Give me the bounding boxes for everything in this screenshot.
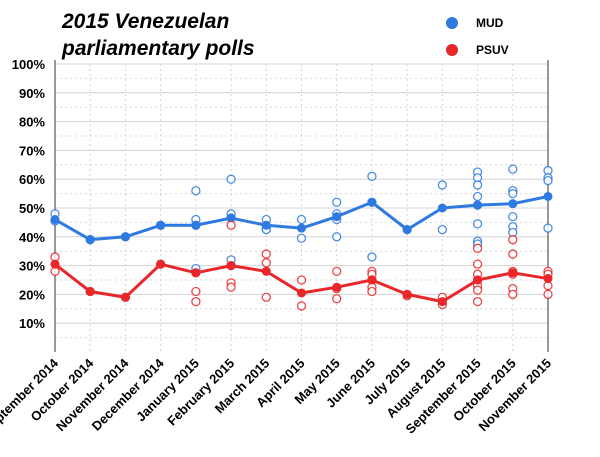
mud-poll-point [437, 180, 448, 190]
y-tick-label: 90% [19, 86, 45, 101]
mud-poll-point [332, 232, 342, 242]
y-tick-label: 20% [19, 287, 45, 302]
mud-poll-point [296, 233, 307, 243]
mud-poll-point [367, 171, 377, 181]
mud-poll-point [508, 164, 518, 174]
psuv-trend-point [120, 292, 130, 302]
psuv-trend-point [297, 288, 306, 298]
y-tick-label: 80% [19, 115, 45, 130]
psuv-trend-point [473, 275, 483, 285]
mud-poll-point [472, 191, 483, 202]
mud-trend-point [437, 203, 447, 213]
mud-poll-point [226, 174, 236, 184]
mud-trend-point [297, 223, 306, 233]
psuv-poll-point [226, 282, 236, 292]
mud-legend-label: MUD [476, 16, 504, 30]
psuv-trend-point [85, 287, 95, 297]
psuv-trend-point [508, 268, 518, 278]
mud-legend-marker [446, 17, 458, 29]
mud-trend-point [367, 197, 377, 207]
mud-trend-point [120, 232, 130, 242]
psuv-poll-point [543, 289, 553, 300]
psuv-trend-point [156, 259, 166, 269]
psuv-poll-point [508, 249, 518, 259]
psuv-trend-point [437, 297, 447, 307]
psuv-trend-point [261, 266, 271, 276]
y-tick-label: 100% [12, 57, 46, 72]
mud-trend-point [402, 225, 412, 235]
mud-trend-point [332, 212, 342, 222]
chart-title: 2015 Venezuelan parliamentary polls [62, 10, 255, 60]
psuv-poll-point [191, 296, 201, 307]
mud-poll-point [472, 180, 483, 190]
psuv-poll-point [332, 266, 342, 277]
psuv-poll-point [191, 286, 201, 297]
psuv-trend-point [543, 274, 553, 284]
mud-trend-point [191, 220, 201, 230]
psuv-trend-point [50, 259, 60, 269]
mud-poll-point [296, 214, 307, 225]
psuv-poll-point [508, 235, 518, 245]
y-tick-label: 50% [19, 201, 45, 216]
psuv-trend-point [191, 268, 201, 278]
mud-poll-point [543, 175, 553, 186]
y-tick-label: 70% [19, 143, 45, 158]
mud-trend-point [543, 191, 553, 201]
psuv-poll-point [261, 292, 271, 302]
mud-trend-point [156, 220, 166, 230]
mud-trend-point [508, 199, 518, 209]
psuv-poll-point [472, 285, 483, 295]
psuv-poll-point [226, 220, 236, 230]
mud-poll-point [543, 223, 553, 233]
mud-trend-point [473, 200, 483, 210]
mud-poll-point [367, 252, 377, 262]
psuv-legend-label: PSUV [476, 43, 509, 57]
psuv-trend-point [402, 289, 412, 299]
mud-poll-point [332, 197, 342, 207]
psuv-poll-point [367, 286, 377, 297]
mud-poll-point [472, 219, 483, 229]
mud-trend-point [85, 235, 95, 245]
mud-trend-point [226, 213, 236, 223]
psuv-poll-point [296, 301, 307, 311]
psuv-poll-point [472, 259, 483, 269]
psuv-poll-point [332, 294, 342, 304]
y-tick-label: 30% [19, 259, 45, 274]
mud-poll-point [508, 188, 518, 199]
psuv-trend-point [226, 261, 236, 271]
psuv-poll-point [472, 296, 483, 307]
psuv-poll-point [472, 243, 483, 253]
psuv-poll-point [261, 258, 271, 268]
psuv-trend-point [367, 275, 377, 285]
psuv-poll-point [296, 275, 307, 285]
psuv-poll-point [508, 289, 518, 300]
mud-poll-point [437, 224, 448, 235]
mud-poll-point [191, 186, 201, 196]
mud-trend-point [261, 220, 271, 230]
y-tick-label: 40% [19, 230, 45, 245]
mud-poll-point [508, 211, 518, 222]
psuv-trend-point [332, 282, 342, 292]
y-tick-label: 10% [19, 316, 45, 331]
mud-trend-point [50, 215, 60, 225]
y-tick-label: 60% [19, 172, 45, 187]
psuv-legend-marker [446, 44, 458, 56]
psuv-poll-point [261, 249, 271, 259]
